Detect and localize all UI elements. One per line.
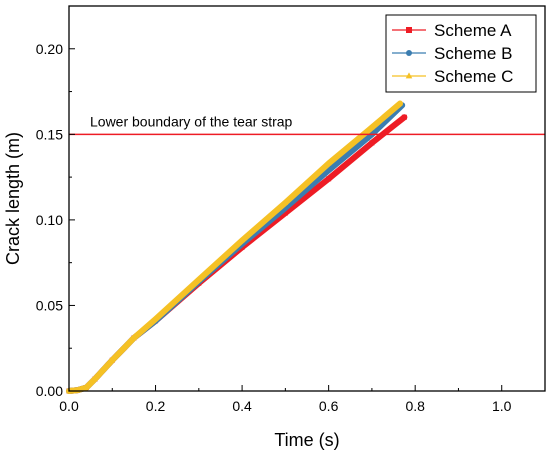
data-point — [325, 160, 332, 166]
x-axis-title: Time (s) — [274, 430, 339, 450]
y-tick-label: 0.20 — [36, 41, 63, 57]
x-tick-label: 0.4 — [232, 398, 252, 414]
y-tick-label: 0.10 — [36, 212, 63, 228]
legend-label: Scheme C — [434, 67, 513, 86]
data-point — [196, 276, 202, 282]
x-tick-label: 0.6 — [319, 398, 339, 414]
series-line — [66, 100, 404, 394]
legend-item: Scheme A — [392, 21, 512, 40]
series-scheme-c — [66, 100, 404, 394]
y-tick-label: 0.15 — [36, 126, 63, 142]
data-point — [152, 316, 159, 322]
plot-frame — [68, 5, 546, 392]
data-point — [92, 376, 98, 382]
x-tick-label: 1.0 — [492, 398, 512, 414]
legend-label: Scheme A — [434, 21, 512, 40]
legend-marker — [405, 72, 413, 79]
legend-item: Scheme C — [392, 67, 513, 86]
legend-marker — [406, 27, 412, 33]
data-point — [326, 167, 332, 173]
data-point — [397, 100, 403, 106]
data-point — [401, 114, 407, 120]
x-tick-label: 0.8 — [405, 398, 425, 414]
legend-item: Scheme B — [392, 44, 512, 63]
y-tick-label: 0.00 — [36, 383, 63, 399]
data-point — [369, 124, 375, 130]
data-point — [239, 237, 245, 243]
reference-line-label: Lower boundary of the tear strap — [90, 113, 293, 129]
plot-series-layer — [66, 100, 408, 394]
data-point — [282, 210, 288, 216]
legend: Scheme A Scheme B Scheme C — [385, 14, 537, 93]
data-point — [83, 384, 90, 390]
data-point — [109, 357, 116, 363]
data-point — [369, 140, 375, 146]
legend-marker — [406, 50, 412, 56]
x-tick-label: 0.0 — [59, 398, 79, 414]
legend-label: Scheme B — [434, 44, 512, 63]
data-point — [282, 199, 289, 205]
y-axis-title: Crack length (m) — [3, 132, 23, 265]
x-tick-label: 0.2 — [146, 398, 166, 414]
data-point — [131, 334, 137, 340]
data-point — [326, 176, 332, 182]
axes: 0.0 0.2 0.4 0.6 0.8 1.0 0.00 0.05 0.10 0.15 0.20 — [36, 5, 546, 414]
y-tick-label: 0.05 — [36, 297, 63, 313]
